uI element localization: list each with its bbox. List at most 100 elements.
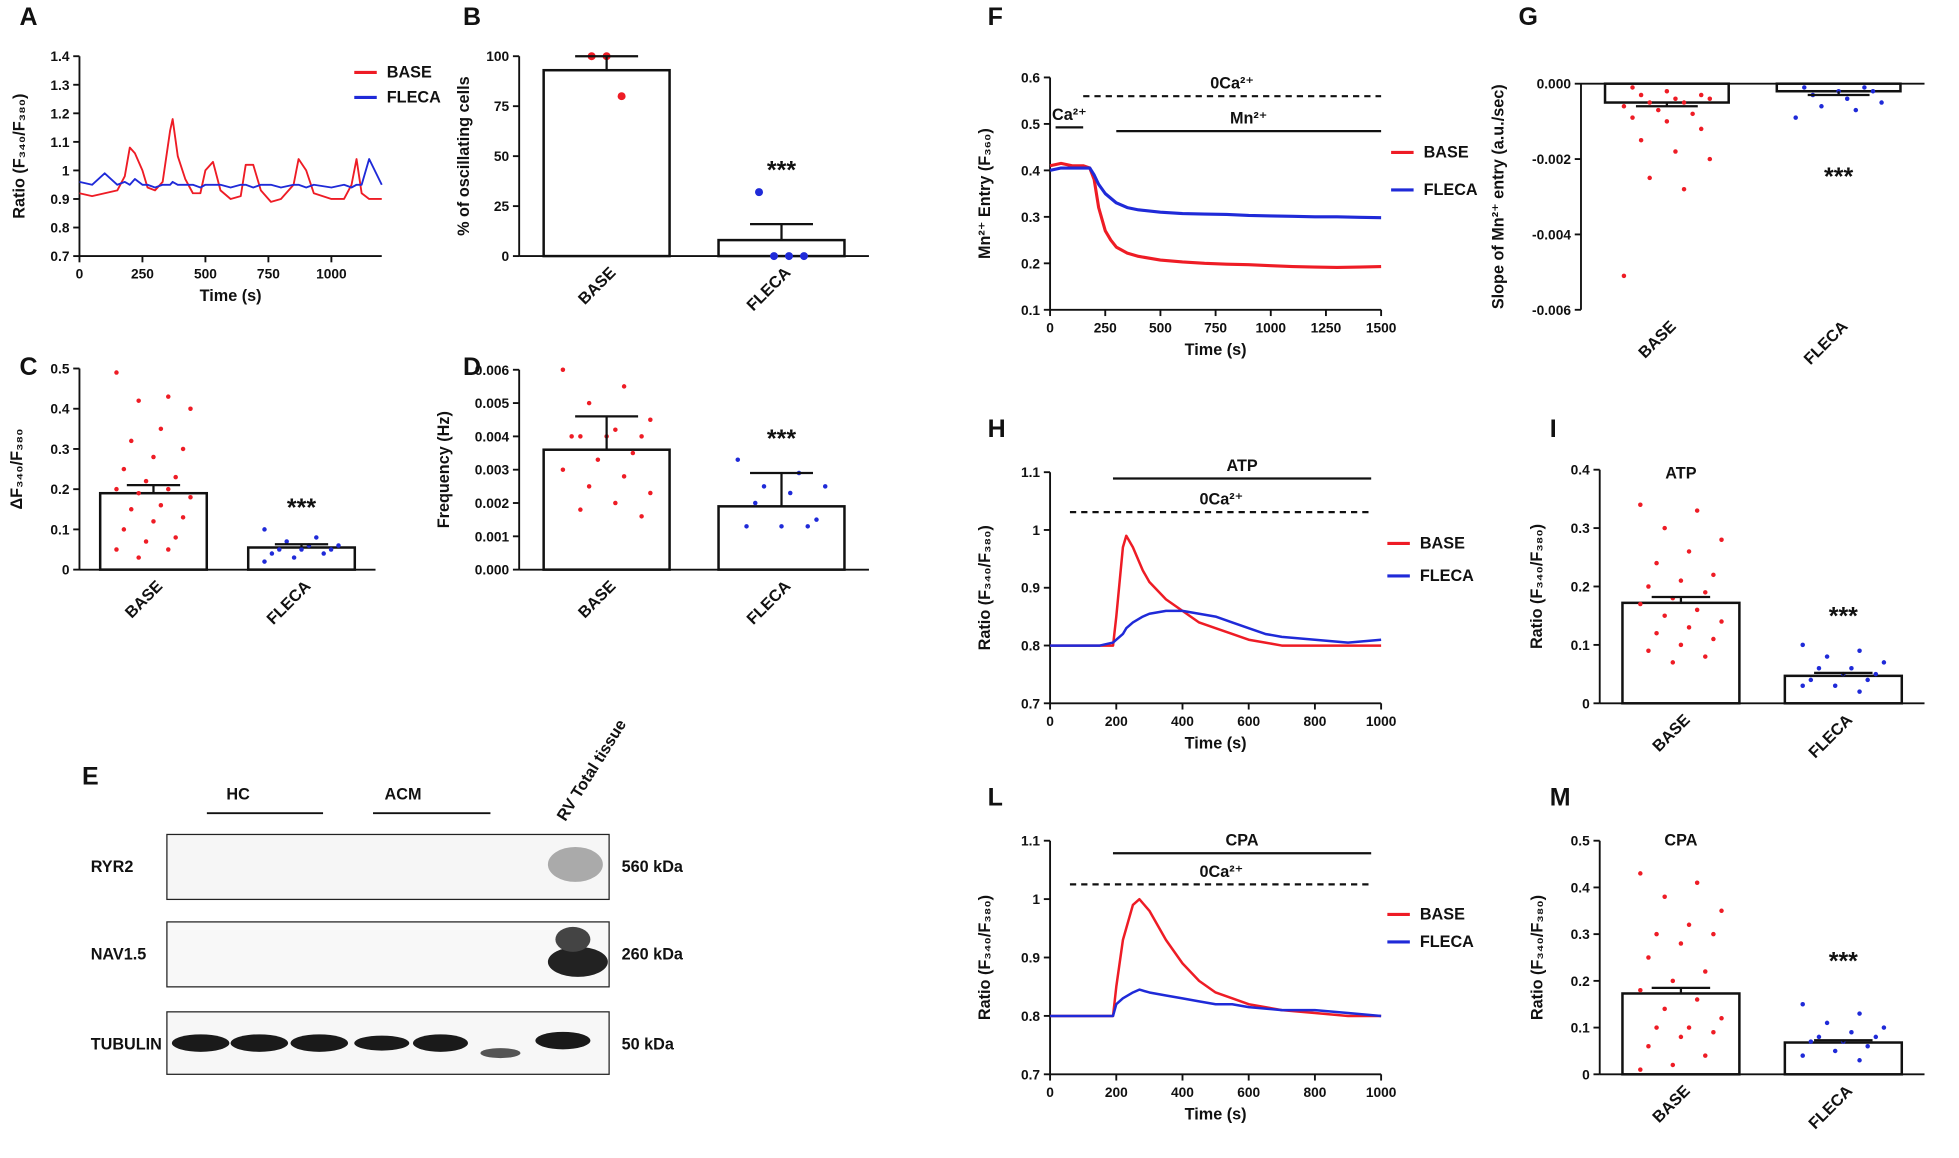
data-point <box>136 398 141 403</box>
y-tick-label: 0.2 <box>50 482 69 497</box>
y-tick-label: 0.3 <box>1571 521 1590 536</box>
x-tick-label: 800 <box>1303 1085 1326 1100</box>
data-point <box>1800 1001 1805 1007</box>
size-label: 50 kDa <box>622 1035 675 1053</box>
significance: *** <box>1829 947 1858 975</box>
data-point <box>1621 273 1627 279</box>
data-point <box>1656 107 1661 113</box>
y-tick-label: 1 <box>1032 523 1040 538</box>
data-point <box>648 490 653 496</box>
bar <box>1621 992 1741 1076</box>
data-point <box>143 478 149 484</box>
data-point <box>1857 1058 1862 1063</box>
y-axis-label: % of oscillating cells <box>455 76 473 236</box>
data-point <box>1678 941 1684 946</box>
data-point <box>121 466 127 472</box>
x-tick-label: 250 <box>131 267 154 282</box>
data-point <box>1638 92 1644 98</box>
row-label: NAV1.5 <box>91 945 147 963</box>
data-point <box>1711 636 1716 642</box>
x-tick-label: 750 <box>1204 320 1227 335</box>
category-label: FLECA <box>1805 1082 1856 1133</box>
category-label: BASE <box>575 577 620 622</box>
data-point <box>336 543 341 548</box>
blot-box <box>166 833 610 901</box>
y-tick-label: 0.4 <box>1571 463 1590 478</box>
data-point <box>1694 607 1700 613</box>
period-label: Mn²⁺ <box>1230 110 1267 128</box>
data-point <box>621 474 627 479</box>
y-tick-label: 0.9 <box>1021 951 1040 966</box>
data-point <box>314 535 319 540</box>
y-tick-label: 0.004 <box>475 429 510 444</box>
panel-letter: D <box>463 353 481 381</box>
category-label: FLECA <box>1805 711 1856 762</box>
data-point <box>1719 619 1724 624</box>
blot-panel: E HC ACM RV Total tissue RYR2 NAV1.5 TUB… <box>82 716 684 1075</box>
data-point <box>1686 1025 1692 1030</box>
data-point <box>560 467 566 472</box>
x-axis-label: Time (s) <box>200 287 262 305</box>
band <box>535 1031 591 1050</box>
data-point <box>1694 880 1700 886</box>
data-point <box>805 524 810 529</box>
blot-box <box>166 921 610 988</box>
y-tick-label: 1.4 <box>50 49 69 64</box>
panel-letter: I <box>1550 415 1557 443</box>
data-point <box>136 490 141 496</box>
x-axis-label: Time (s) <box>1185 1105 1247 1123</box>
band <box>230 1034 289 1052</box>
data-point <box>1647 175 1652 181</box>
legend-label: BASE <box>1420 905 1465 923</box>
data-point <box>1808 677 1814 683</box>
y-tick-label: -0.004 <box>1532 227 1571 242</box>
significance: *** <box>767 157 796 185</box>
data-point <box>1638 987 1643 993</box>
data-point <box>188 406 193 411</box>
data-point <box>613 427 618 432</box>
data-point <box>173 474 178 480</box>
y-tick-label: -0.006 <box>1532 303 1571 318</box>
data-point <box>1694 997 1700 1002</box>
band <box>547 846 603 882</box>
x-tick-label: 1000 <box>1366 1085 1397 1100</box>
significance: *** <box>287 494 316 522</box>
x-tick-label: 1000 <box>316 267 347 282</box>
y-tick-label: 0.7 <box>1021 1067 1040 1082</box>
y-axis-label: Ratio (F₃₄₀/F₃₈₀) <box>10 94 28 219</box>
y-tick-label: 0.8 <box>1021 639 1040 654</box>
bar <box>717 505 846 571</box>
data-point <box>158 426 164 432</box>
subtitle: ATP <box>1665 464 1696 482</box>
data-point <box>114 547 119 552</box>
data-point <box>578 434 583 439</box>
y-axis-label: Ratio (F₃₄₀/F₃₈₀) <box>976 525 994 650</box>
period-label: ATP <box>1226 457 1257 475</box>
y-tick-label: 0.4 <box>1021 163 1040 178</box>
category-label: FLECA <box>1800 317 1851 368</box>
data-point <box>1654 931 1659 937</box>
band <box>290 1034 349 1052</box>
data-point <box>1694 508 1700 513</box>
data-point <box>569 434 574 439</box>
data-point <box>761 484 767 489</box>
data-point <box>1816 1034 1822 1040</box>
x-tick-label: 200 <box>1105 714 1128 729</box>
data-point <box>1844 96 1850 102</box>
data-point <box>1678 642 1684 648</box>
y-tick-label: 0.002 <box>475 496 510 511</box>
y-tick-label: 100 <box>486 49 509 64</box>
panel-letter: M <box>1550 784 1571 812</box>
row-label: RYR2 <box>91 858 134 876</box>
data-point <box>735 457 741 462</box>
series-line <box>79 118 382 203</box>
y-tick-label: 1.1 <box>1021 834 1040 849</box>
data-point <box>1646 955 1651 960</box>
data-point <box>158 503 164 508</box>
size-label: 260 kDa <box>622 945 684 963</box>
x-tick-label: 1000 <box>1255 320 1286 335</box>
y-tick-label: 0.7 <box>1021 696 1040 711</box>
data-point <box>1678 1034 1684 1040</box>
data-point <box>262 527 267 532</box>
data-point <box>1673 96 1678 102</box>
